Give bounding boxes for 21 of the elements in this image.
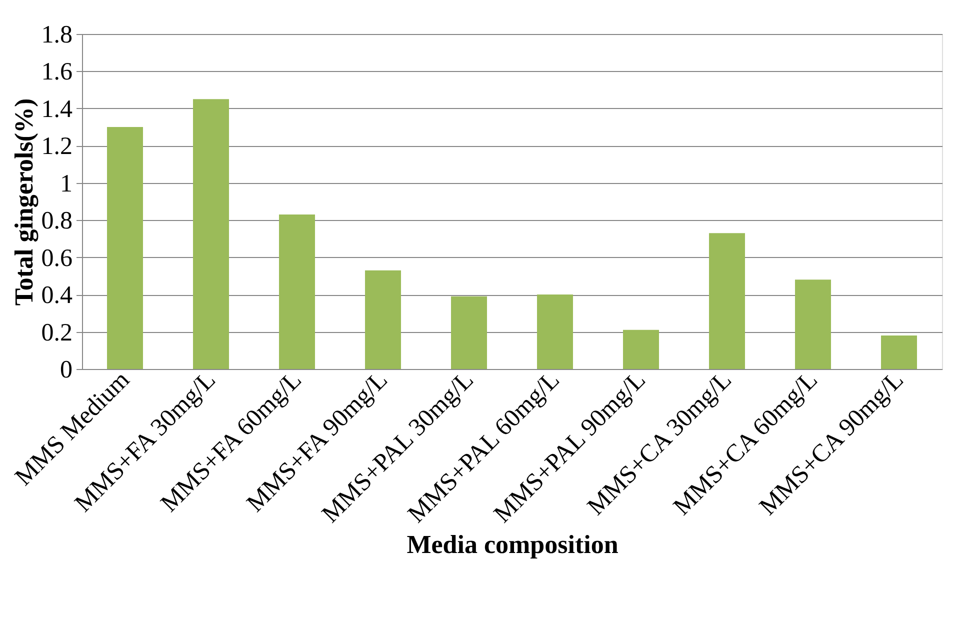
bar <box>107 127 143 369</box>
y-tick-label: 0.6 <box>41 244 72 272</box>
bar <box>365 270 401 369</box>
y-tick-label: 0.4 <box>41 282 73 310</box>
bar <box>795 280 831 369</box>
y-tick-label: 1.6 <box>41 58 72 86</box>
bar <box>279 214 315 369</box>
y-tick-label: 0.8 <box>41 208 72 235</box>
y-tick-label: 1.2 <box>41 133 72 160</box>
bar <box>881 336 917 369</box>
bar <box>193 99 229 369</box>
bar <box>451 296 487 369</box>
y-tick-label: 1.8 <box>41 22 72 48</box>
bar <box>537 294 573 369</box>
y-axis-title: Total gingerols(%) <box>9 98 38 306</box>
y-tick-label: 1.4 <box>41 96 73 123</box>
bar <box>623 330 659 369</box>
y-tick-label: 1 <box>60 170 72 198</box>
x-axis-title: Media composition <box>406 530 619 560</box>
y-tick-label: 0.2 <box>41 319 72 346</box>
bar <box>709 233 745 369</box>
